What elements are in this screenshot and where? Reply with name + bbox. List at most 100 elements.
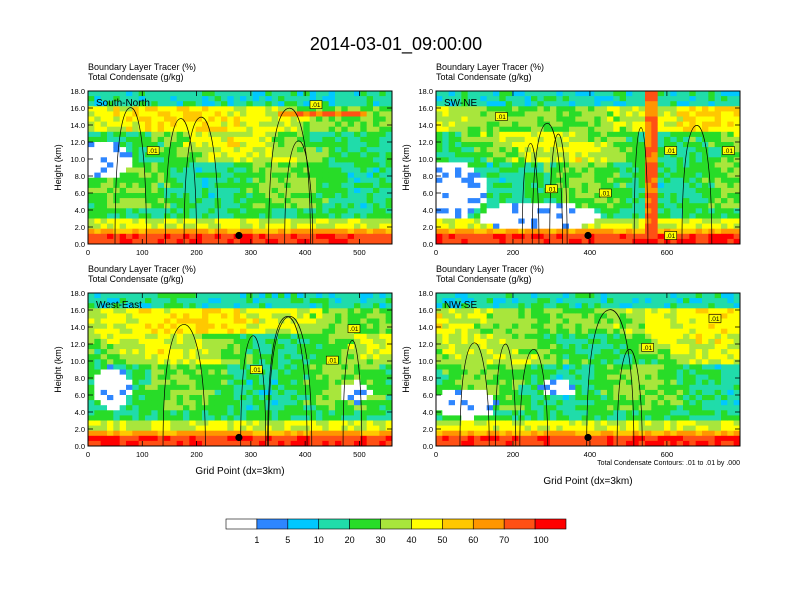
heatmap-cell xyxy=(119,328,127,335)
heatmap-cell xyxy=(689,203,697,209)
heatmap-cell xyxy=(727,142,735,148)
heatmap-cell xyxy=(360,359,368,365)
heatmap-cell xyxy=(600,152,608,158)
heatmap-cell xyxy=(113,395,121,401)
heatmap-cell xyxy=(202,223,209,230)
heatmap-cell xyxy=(94,131,102,138)
heatmap-cell xyxy=(537,318,545,324)
heatmap-cell xyxy=(518,121,526,128)
heatmap-cell xyxy=(88,228,95,235)
heatmap-cell xyxy=(252,415,260,421)
heatmap-cell xyxy=(246,298,254,304)
heatmap-cell xyxy=(189,193,197,199)
heatmap-cell xyxy=(474,203,481,209)
heatmap-cell xyxy=(138,177,146,184)
heatmap-cell xyxy=(157,96,165,102)
heatmap-cell xyxy=(702,182,709,189)
heatmap-cell xyxy=(436,101,443,107)
heatmap-cell xyxy=(379,152,387,158)
heatmap-cell xyxy=(252,303,260,309)
heatmap-cell xyxy=(486,187,494,194)
heatmap-cell xyxy=(297,228,304,235)
heatmap-cell xyxy=(379,440,387,446)
heatmap-cell xyxy=(132,400,140,406)
heatmap-cell xyxy=(151,101,159,107)
heatmap-cell xyxy=(455,384,462,391)
heatmap-cell xyxy=(94,142,102,148)
heatmap-cell xyxy=(138,364,146,370)
heatmap-cell xyxy=(100,233,108,240)
heatmap-cell xyxy=(202,198,209,204)
heatmap-cell xyxy=(727,167,735,173)
heatmap-cell xyxy=(271,344,279,350)
heatmap-cell xyxy=(714,106,722,112)
heatmap-cell xyxy=(309,111,317,117)
heatmap-cell xyxy=(708,167,716,173)
heatmap-cell xyxy=(138,430,146,437)
heatmap-cell xyxy=(202,364,209,370)
heatmap-cell xyxy=(309,313,317,319)
heatmap-cell xyxy=(664,111,671,117)
heatmap-cell xyxy=(373,420,380,426)
heatmap-cell xyxy=(354,101,361,107)
heatmap-cell xyxy=(138,162,146,168)
heatmap-cell xyxy=(341,147,349,153)
heatmap-cell xyxy=(562,203,570,209)
heatmap-cell xyxy=(480,374,488,381)
heatmap-cell xyxy=(227,116,235,122)
heatmap-cell xyxy=(259,400,266,406)
heatmap-cell xyxy=(721,198,728,204)
heatmap-cell xyxy=(442,187,450,194)
heatmap-cell xyxy=(297,131,304,138)
heatmap-cell xyxy=(227,405,235,411)
heatmap-cell xyxy=(309,152,317,158)
heatmap-cell xyxy=(480,238,488,244)
heatmap-cell xyxy=(524,318,532,324)
heatmap-cell xyxy=(657,101,665,107)
heatmap-cell xyxy=(202,213,209,219)
heatmap-cell xyxy=(493,213,500,219)
heatmap-cell xyxy=(240,126,247,133)
heatmap-cell xyxy=(562,91,570,97)
heatmap-cell xyxy=(600,162,608,168)
heatmap-cell xyxy=(588,91,595,97)
heatmap-cell xyxy=(493,101,500,107)
heatmap-cell xyxy=(455,182,462,189)
heatmap-cell xyxy=(347,218,355,224)
heatmap-cell xyxy=(316,323,323,330)
heatmap-cell xyxy=(309,410,317,416)
heatmap-cell xyxy=(474,313,481,319)
heatmap-cell xyxy=(246,172,254,179)
heatmap-cell xyxy=(335,152,342,158)
heatmap-cell xyxy=(366,379,374,386)
heatmap-cell xyxy=(290,182,298,189)
heatmap-cell xyxy=(683,96,690,102)
heatmap-cell xyxy=(227,318,235,324)
heatmap-cell xyxy=(290,111,298,117)
heatmap-cell xyxy=(467,162,475,168)
heatmap-cell xyxy=(328,177,336,184)
heatmap-cell xyxy=(233,218,241,224)
heatmap-cell xyxy=(499,193,507,199)
heatmap-cell xyxy=(221,374,228,381)
heatmap-cell xyxy=(518,415,526,421)
heatmap-cell xyxy=(113,293,121,299)
heatmap-cell xyxy=(170,369,178,375)
heatmap-cell xyxy=(170,182,178,189)
heatmap-cell xyxy=(290,101,298,107)
heatmap-cell xyxy=(651,91,659,97)
heatmap-cell xyxy=(683,228,690,235)
heatmap-cell xyxy=(328,126,336,133)
heatmap-cell xyxy=(486,395,494,401)
heatmap-cell xyxy=(265,308,273,314)
heatmap-cell xyxy=(271,218,279,224)
heatmap-cell xyxy=(278,400,285,406)
heatmap-cell xyxy=(208,177,216,184)
heatmap-cell xyxy=(107,389,114,396)
heatmap-cell xyxy=(448,410,456,416)
heatmap-cell xyxy=(119,435,127,442)
heatmap-cell xyxy=(202,218,209,224)
heatmap-cell xyxy=(88,131,95,138)
heatmap-cell xyxy=(208,425,216,432)
heatmap-cell xyxy=(512,142,519,148)
